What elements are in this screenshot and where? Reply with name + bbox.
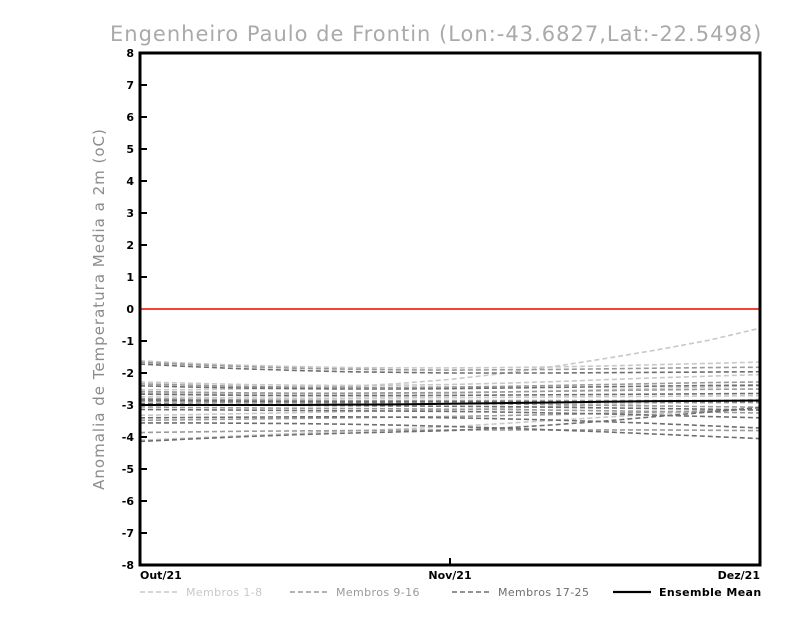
member-line (140, 384, 760, 390)
member-line (140, 385, 760, 395)
legend-label-2: Membros 9-16 (336, 586, 420, 599)
legend-label-1: Membros 1-8 (186, 586, 263, 599)
member-line (140, 402, 760, 411)
chart-legend: Membros 1-8 Membros 9-16 Membros 17-25 Ense… (140, 586, 762, 599)
member-line (140, 388, 760, 394)
member-line (140, 408, 760, 422)
member-line (140, 394, 760, 400)
legend-label-3: Membros 17-25 (498, 586, 589, 599)
member-line (140, 373, 760, 387)
y-axis-label: Anomalia de Temperatura Media a 2m (oC) (90, 128, 108, 490)
page-title: Engenheiro Paulo de Frontin (Lon:-43.682… (110, 22, 762, 46)
x-tick-label: Out/21 (140, 569, 182, 582)
member-line (140, 408, 760, 419)
y-tick-label: -1 (122, 335, 134, 348)
y-tick-label: 4 (126, 175, 134, 188)
x-axis-ticks: Out/21 Nov/21 Dez/21 (139, 558, 761, 582)
plot-frame (138, 51, 762, 567)
series-layer (140, 327, 760, 443)
y-tick-label: 6 (126, 111, 134, 124)
y-tick-label: -5 (122, 463, 134, 476)
y-tick-label: 7 (126, 79, 134, 92)
y-tick-label: 8 (126, 47, 134, 60)
member-line (140, 429, 760, 434)
legend-label-4: Ensemble Mean (659, 586, 762, 599)
member-line (140, 381, 760, 389)
x-tick-label: Nov/21 (428, 569, 471, 582)
y-tick-label: -6 (122, 495, 135, 508)
member-line (140, 392, 760, 397)
member-line (140, 360, 760, 369)
y-tick-label: 0 (126, 303, 134, 316)
y-tick-label: -2 (122, 367, 134, 380)
member-line (140, 416, 760, 429)
y-tick-label: -4 (122, 431, 135, 444)
y-tick-label: 3 (126, 207, 134, 220)
member-line (140, 400, 760, 409)
y-tick-label: 2 (126, 239, 134, 252)
y-tick-label: 5 (126, 143, 134, 156)
ensemble-mean-line (140, 399, 760, 406)
member-line (140, 422, 760, 440)
y-tick-label: -3 (122, 399, 134, 412)
y-tick-label: -7 (122, 527, 134, 540)
y-tick-label: 1 (126, 271, 134, 284)
y-tick-label: -8 (122, 559, 134, 572)
member-line (140, 363, 760, 374)
member-line (140, 361, 760, 371)
member-line (140, 398, 760, 417)
x-tick-label: Dez/21 (718, 569, 760, 582)
